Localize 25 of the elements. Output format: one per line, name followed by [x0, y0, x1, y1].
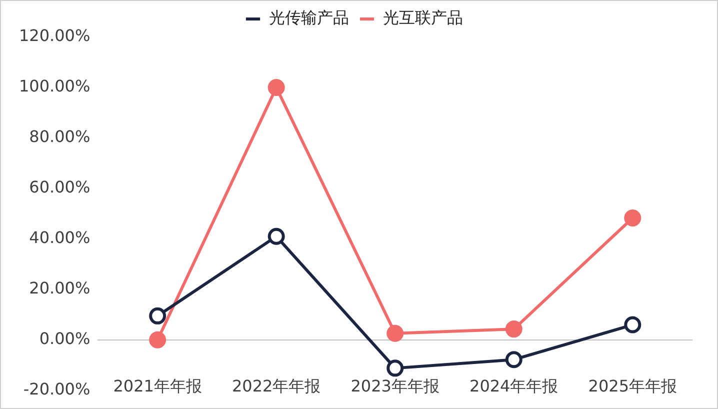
y-tick-label: 40.00%	[29, 228, 90, 248]
legend-label: 光传输产品	[269, 8, 349, 28]
point	[386, 360, 404, 377]
y-tick-label: -20.00%	[23, 380, 90, 399]
point	[268, 228, 285, 245]
x-tick-label: 2021年年报	[113, 376, 202, 396]
point	[505, 351, 522, 368]
y-tick-label: 60.00%	[29, 178, 90, 197]
y-tick-label: 0.00%	[39, 329, 90, 348]
point	[624, 209, 642, 226]
x-tick-label: 2025年年报	[588, 376, 677, 396]
x-tick-label: 2024年年报	[470, 376, 558, 396]
y-tick-label: 100.00%	[19, 76, 90, 96]
point	[624, 316, 642, 334]
point	[505, 320, 522, 338]
point	[386, 324, 404, 342]
y-tick-label: 80.00%	[29, 127, 90, 146]
y-tick-label: 20.00%	[29, 278, 90, 298]
point	[149, 307, 166, 324]
y-tick-label: 120.00%	[19, 26, 90, 46]
x-tick-label: 2022年年报	[232, 376, 321, 396]
legend-label: 光互联产品	[383, 8, 463, 28]
point	[149, 331, 166, 348]
x-tick-label: 2023年年报	[350, 376, 440, 396]
point	[268, 78, 285, 96]
